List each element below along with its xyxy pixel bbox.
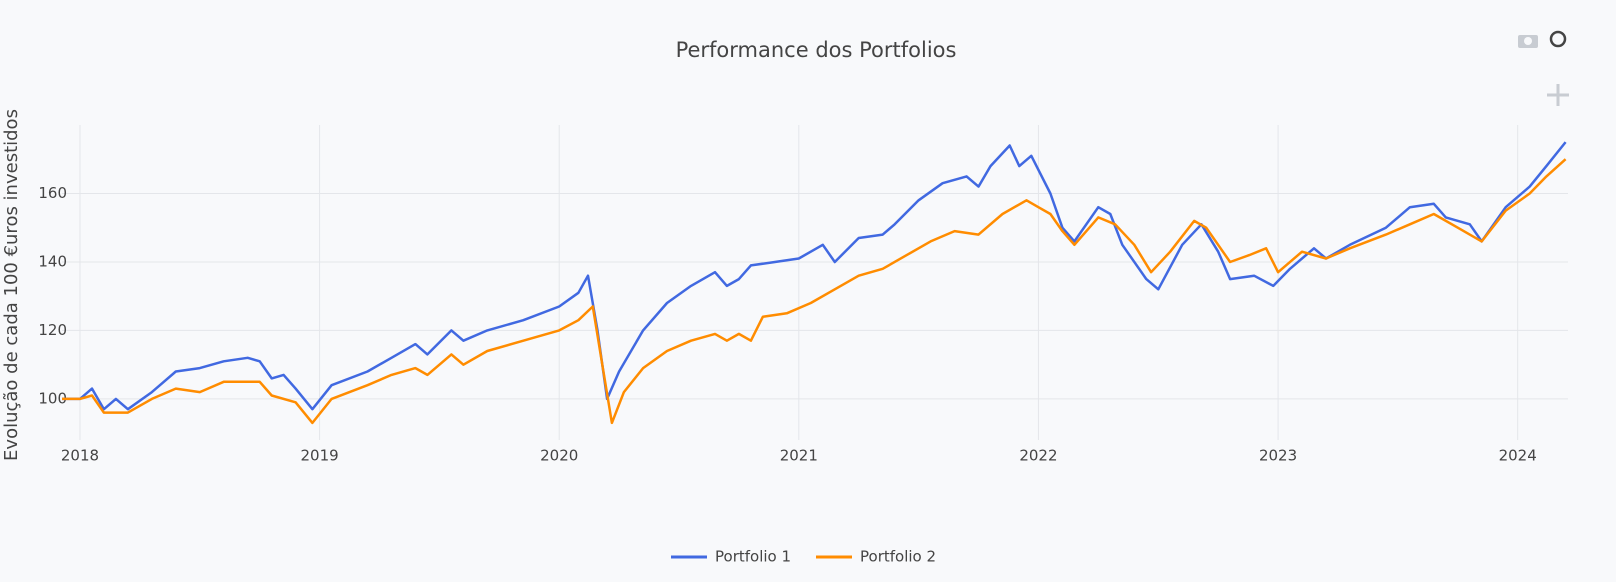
line-series xyxy=(62,158,1567,425)
x-tick-label: 2021 xyxy=(780,447,818,465)
grid xyxy=(62,125,1568,440)
line-series xyxy=(62,141,1567,411)
x-tick-label: 2020 xyxy=(540,447,578,465)
x-tick-label: 2023 xyxy=(1259,447,1297,465)
y-tick-label: 160 xyxy=(38,184,67,202)
x-tick-label: 2018 xyxy=(61,447,99,465)
y-tick-label: 140 xyxy=(38,252,67,270)
y-tick-label: 100 xyxy=(38,389,67,407)
x-tick-label: 2024 xyxy=(1499,447,1537,465)
legend: Portfolio 1 Portfolio 2 xyxy=(671,548,936,566)
x-tick-label: 2022 xyxy=(1019,447,1057,465)
zoom-icon[interactable] xyxy=(1549,30,1567,48)
chart-title: Performance dos Portfolios xyxy=(676,38,957,62)
y-tick-label: 120 xyxy=(38,321,67,339)
x-tick-label: 2019 xyxy=(300,447,338,465)
y-axis-label: Evolução de cada 100 €uros investidos xyxy=(1,109,22,461)
legend-label: Portfolio 1 xyxy=(715,548,791,566)
modebar[interactable] xyxy=(1518,30,1569,106)
legend-label: Portfolio 2 xyxy=(860,548,936,566)
camera-lens xyxy=(1524,37,1532,45)
pan-icon[interactable] xyxy=(1547,84,1569,106)
